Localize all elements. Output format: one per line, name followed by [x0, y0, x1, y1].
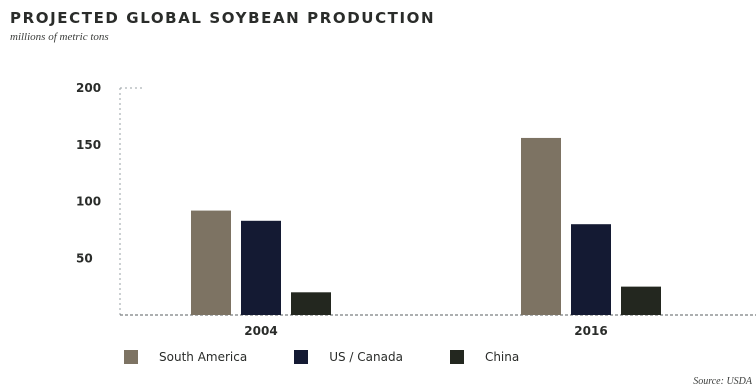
y-tick-label: 100 [76, 195, 101, 209]
y-tick-label: 150 [76, 138, 101, 152]
legend-item-south-america: South America [124, 350, 247, 364]
bar-china-2016 [621, 286, 661, 315]
chart-title: PROJECTED GLOBAL SOYBEAN PRODUCTION [10, 9, 436, 27]
bar-china-2004 [291, 292, 331, 315]
bar-south-america-2016 [521, 137, 561, 315]
bar-us-canada-2016 [571, 224, 611, 315]
legend-swatch-south-america [124, 350, 138, 364]
x-category-label: 2004 [244, 324, 277, 338]
legend: South America US / Canada China [124, 350, 566, 364]
y-tick-label: 50 [76, 251, 93, 265]
legend-item-china: China [449, 350, 520, 364]
chart-subtitle: millions of metric tons [10, 31, 109, 43]
bar-us-canada-2004 [241, 220, 281, 315]
y-tick-label: 200 [76, 81, 101, 95]
legend-swatch-us-canada [294, 350, 309, 364]
legend-label-us-canada: US / Canada [329, 350, 403, 364]
source-note: Source: USDA [693, 376, 752, 387]
legend-swatch-china [449, 350, 464, 364]
bar-south-america-2004 [191, 210, 231, 315]
legend-item-us-canada: US / Canada [294, 350, 403, 364]
x-category-label: 2016 [574, 324, 607, 338]
legend-label-south-america: South America [159, 350, 248, 364]
legend-label-china: China [484, 350, 520, 364]
